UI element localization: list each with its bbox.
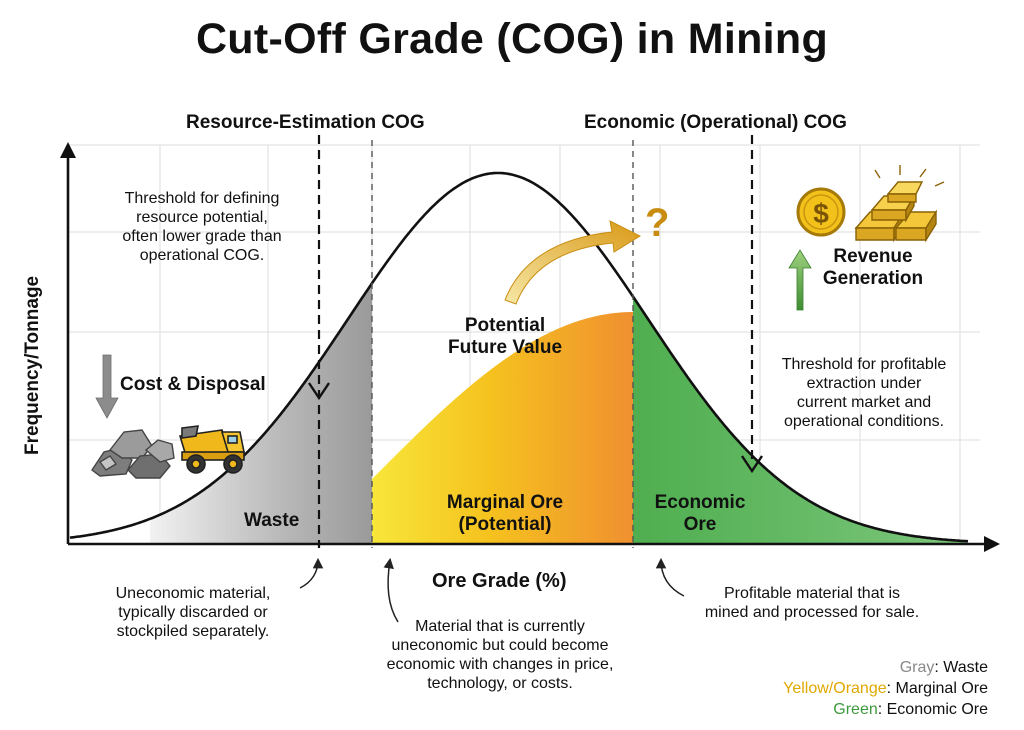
- economic-cog-arrowhead: [741, 455, 763, 474]
- waste-zone-label: Waste: [244, 510, 300, 531]
- legend-item-economic: Green: Economic Ore: [833, 700, 988, 718]
- revenue-generation-label: Revenue Generation: [822, 246, 924, 290]
- waste-region: [150, 283, 372, 544]
- gold-bars-icon: [854, 165, 945, 243]
- rock-pile-icon: [91, 429, 175, 479]
- marginal-leader: [383, 557, 399, 623]
- marginal-ore-zone-label: Marginal Ore (Potential): [446, 492, 564, 536]
- marginal-ore-region: [372, 312, 633, 544]
- legend-item-waste: Gray: Waste: [899, 659, 988, 676]
- legend-item-marginal: Yellow/Orange: Marginal Ore: [783, 679, 988, 697]
- economic-description: Profitable material that is mined and pr…: [704, 585, 920, 621]
- waste-description: Uneconomic material, typically discarded…: [115, 585, 271, 640]
- dump-truck-icon: [178, 425, 245, 474]
- page-title: Cut-Off Grade (COG) in Mining: [195, 15, 829, 63]
- x-axis-label: Ore Grade (%): [432, 570, 567, 592]
- economic-ore-region: [633, 296, 966, 544]
- economic-cog-header: Economic (Operational) COG: [584, 112, 847, 133]
- potential-future-value-label: Potential Future Value: [447, 315, 563, 359]
- economic-threshold-note: Threshold for profitable extraction unde…: [781, 356, 947, 430]
- resource-threshold-note: Threshold for defining resource potentia…: [122, 190, 282, 264]
- cost-disposal-label: Cost & Disposal: [120, 374, 266, 395]
- legend: Gray: Waste Yellow/Orange: Marginal Ore …: [752, 658, 988, 720]
- dollar-sign-icon: $: [813, 198, 829, 229]
- resource-cog-arrowhead: [308, 382, 330, 401]
- potential-value-arrow: [504, 220, 642, 305]
- y-axis-label: Frequency/Tonnage: [22, 275, 43, 455]
- revenue-up-arrow: [788, 249, 812, 311]
- economic-leader: [655, 557, 685, 597]
- dollar-coin-icon: [796, 187, 846, 237]
- marginal-description: Material that is currently uneconomic bu…: [386, 618, 614, 692]
- axes: [60, 142, 1000, 552]
- question-mark-icon: ?: [645, 201, 670, 245]
- economic-ore-zone-label: Economic Ore: [654, 492, 746, 536]
- cost-down-arrow: [95, 354, 119, 419]
- resource-cog-header: Resource-Estimation COG: [186, 112, 425, 133]
- waste-leader: [299, 557, 324, 589]
- frequency-curve: [69, 171, 969, 543]
